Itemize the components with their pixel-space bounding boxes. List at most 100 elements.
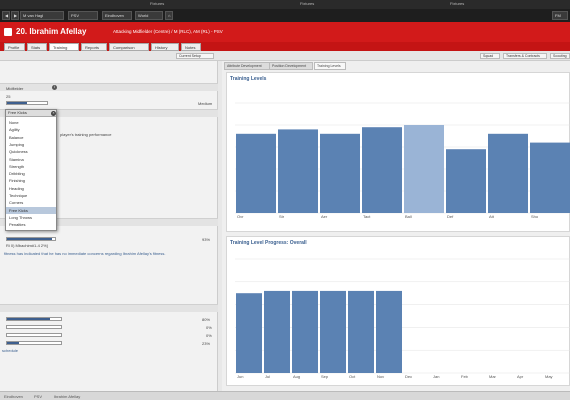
dropdown-option[interactable]: Heading bbox=[9, 185, 24, 191]
dropdown-option[interactable]: Penalties bbox=[9, 222, 26, 228]
chart1-title: Training Levels bbox=[230, 76, 267, 82]
window-titlebar: Fixtures Fixtures Fixtures bbox=[0, 0, 570, 9]
focus-section bbox=[0, 109, 218, 117]
x-tick-label: May bbox=[545, 374, 553, 379]
tab-notes[interactable]: Notes bbox=[181, 43, 201, 51]
bar-sho[interactable] bbox=[530, 142, 570, 213]
dropdown-option[interactable]: Stamina bbox=[9, 156, 24, 162]
tab-history[interactable]: History bbox=[151, 43, 179, 51]
progress-pct-4: 23% bbox=[202, 341, 211, 346]
bars-section bbox=[0, 304, 218, 312]
dropdown-selected[interactable]: Free Kicks bbox=[6, 110, 56, 117]
bar-tact[interactable] bbox=[362, 127, 402, 213]
bar-def[interactable] bbox=[446, 149, 486, 213]
x-tick-label: Apr bbox=[517, 374, 524, 379]
x-tick-label: Ovr bbox=[237, 214, 244, 219]
dropdown-option[interactable]: Agility bbox=[9, 127, 20, 133]
training-focus-dropdown[interactable]: Free Kicks × None Agility Balance Jumping Qu… bbox=[5, 109, 57, 231]
dropdown-option[interactable]: Strength bbox=[9, 163, 25, 169]
bar-ovr[interactable] bbox=[236, 133, 276, 213]
top-navigation: ◀ ▶ M van Hagl PSV Eindhoven World ⌂ FM bbox=[0, 9, 570, 22]
dropdown-option[interactable]: None bbox=[9, 120, 19, 125]
tab-position-development[interactable]: Position Development bbox=[269, 62, 313, 70]
role-label: Midfielder bbox=[6, 86, 24, 91]
x-tick-label: Str bbox=[279, 214, 285, 219]
x-tick-label: Oct bbox=[349, 374, 356, 379]
bar-sep[interactable] bbox=[320, 290, 346, 373]
fm-menu-button[interactable]: FM bbox=[552, 11, 568, 20]
view-dropdown-button[interactable]: Current Setup bbox=[176, 53, 214, 59]
player-position: Attacking Midfielder (Centre) / M (RLC),… bbox=[113, 29, 223, 34]
player-header: 20. Ibrahim Afellay Attacking Midfielder… bbox=[0, 22, 570, 42]
breadcrumb-1[interactable]: Eindhoven bbox=[4, 394, 23, 399]
training-progress-svg: Jun Jul Aug Sep Oct Nov Dec Jan Feb Mar Apr May bbox=[235, 258, 570, 379]
nav-menu-1[interactable]: Eindhoven bbox=[102, 11, 132, 20]
breadcrumb-footer: Eindhoven PSV Ibrahim Afellay bbox=[0, 391, 570, 400]
x-tick-label: Def bbox=[447, 214, 454, 219]
dropdown-option[interactable]: Long Throws bbox=[9, 214, 33, 220]
player-name: 20. Ibrahim Afellay bbox=[16, 27, 87, 36]
training-right-panel: Attribute Development Position Developme… bbox=[222, 61, 570, 391]
tab-reports[interactable]: Reports bbox=[81, 43, 107, 51]
workload-value: Medium bbox=[198, 101, 213, 106]
bar-oct[interactable] bbox=[348, 290, 374, 373]
club-selector[interactable]: PSV bbox=[68, 11, 98, 20]
progress-bar-2 bbox=[6, 325, 62, 329]
dropdown-option[interactable]: Quickness bbox=[9, 149, 28, 155]
dropdown-option[interactable]: Jumping bbox=[9, 141, 25, 147]
info-icon[interactable]: i bbox=[52, 85, 57, 90]
dropdown-option[interactable]: Corners bbox=[9, 200, 24, 206]
nav-menu-2[interactable]: World bbox=[135, 11, 163, 20]
x-tick-label: Aer bbox=[321, 214, 328, 219]
x-tick-label: Att bbox=[489, 214, 495, 219]
age-value: 25 bbox=[6, 94, 11, 99]
progress-bar-3 bbox=[6, 333, 62, 337]
bar-jul[interactable] bbox=[264, 290, 290, 373]
dropdown-option[interactable]: Technique bbox=[9, 193, 28, 198]
fitness-section bbox=[0, 218, 218, 226]
dropdown-option[interactable]: Finishing bbox=[9, 178, 26, 184]
fitness-label: Ri 0) Mbachim#1-4 2%] bbox=[6, 243, 48, 248]
x-tick-label: Sep bbox=[321, 374, 329, 379]
tab-training-levels[interactable]: Training Levels bbox=[314, 62, 346, 70]
progress-pct-3: 0% bbox=[206, 333, 212, 338]
tab-profile[interactable]: Profile bbox=[4, 43, 25, 51]
transfers-button[interactable]: Transfers & Contracts bbox=[503, 53, 547, 59]
x-tick-label: Mar bbox=[489, 374, 497, 379]
dropdown-option[interactable]: Balance bbox=[9, 134, 24, 140]
bar-str[interactable] bbox=[278, 129, 318, 213]
breadcrumb-2[interactable]: PSV bbox=[34, 394, 43, 399]
schedule-label: schedule bbox=[2, 348, 19, 353]
chart2-title: Training Level Progress: Overall bbox=[230, 240, 307, 246]
x-tick-label: Nov bbox=[377, 374, 384, 379]
squad-button[interactable]: Squad bbox=[480, 53, 500, 59]
window-tab-2[interactable]: Fixtures bbox=[300, 1, 315, 6]
bar-att[interactable] bbox=[488, 133, 528, 213]
back-button[interactable]: ◀ bbox=[2, 11, 10, 20]
tab-training[interactable]: Training bbox=[49, 43, 79, 51]
x-tick-label: Sho bbox=[531, 214, 539, 219]
tab-stats[interactable]: Stats bbox=[27, 43, 47, 51]
sub-toolbar: Current Setup Squad Transfers & Contract… bbox=[0, 51, 570, 61]
search-field[interactable]: M van Hagl bbox=[20, 11, 64, 20]
workload-bar[interactable] bbox=[6, 101, 48, 105]
scouting-button[interactable]: Scouting bbox=[550, 53, 570, 59]
breadcrumb-3[interactable]: Ibrahim Afellay bbox=[54, 394, 81, 399]
bar-aug[interactable] bbox=[292, 290, 318, 373]
bar-nov[interactable] bbox=[376, 290, 402, 373]
dropdown-option[interactable]: Dribbling bbox=[9, 171, 25, 177]
x-tick-label: Ball bbox=[405, 214, 412, 219]
bar-jun[interactable] bbox=[236, 293, 262, 373]
player-tabs: Profile Stats Training Reports Compariso… bbox=[0, 42, 570, 51]
window-tab-1[interactable]: Fixtures bbox=[150, 1, 165, 6]
dropdown-option[interactable]: Free Kicks bbox=[6, 206, 56, 214]
home-icon[interactable]: ⌂ bbox=[165, 11, 173, 20]
x-tick-label: Jan bbox=[433, 374, 439, 379]
bar-aer[interactable] bbox=[320, 133, 360, 213]
bar-ball[interactable] bbox=[404, 125, 444, 213]
forward-button[interactable]: ▶ bbox=[11, 11, 19, 20]
x-tick-label: Tact bbox=[363, 214, 371, 219]
dropdown-close-icon[interactable]: × bbox=[51, 111, 56, 116]
tab-comparison[interactable]: Comparison bbox=[109, 43, 149, 51]
window-tab-3[interactable]: Fixtures bbox=[450, 1, 465, 6]
